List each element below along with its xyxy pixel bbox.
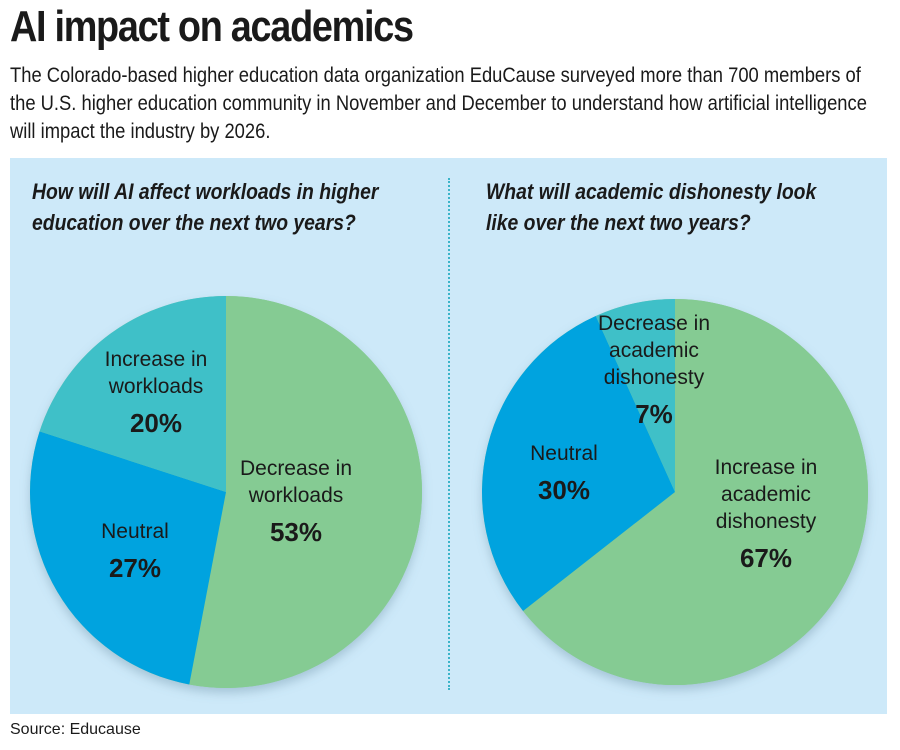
slice-value-increase-in-workloads: 20% bbox=[130, 408, 182, 438]
slice-label-decrease-in-academic-dishonesty: dishonesty bbox=[604, 366, 705, 389]
pie-dishonesty: Increase in academic dishonesty 67% Neutral 3… bbox=[482, 299, 868, 685]
slice-label-neutral: Neutral bbox=[530, 442, 598, 465]
slice-label-decrease-in-workloads: Decrease in bbox=[240, 457, 352, 480]
slice-value-increase-in-academic-dishonesty: 67% bbox=[740, 543, 792, 573]
slice-value-decrease-in-workloads: 53% bbox=[270, 517, 322, 547]
chart-title: AI impact on academics bbox=[10, 2, 414, 51]
slice-label-increase-in-academic-dishonesty: academic bbox=[721, 483, 811, 506]
pie-workloads-title: How will AI affect workloads in higher e… bbox=[32, 179, 379, 235]
pie-slice-neutral bbox=[29, 431, 226, 685]
pie-dishonesty-title: What will academic dishonesty look like … bbox=[486, 179, 817, 235]
chart-subtitle: The Colorado-based higher education data… bbox=[10, 64, 867, 143]
pie-slice-decrease-in-workloads bbox=[189, 296, 423, 688]
slice-label-decrease-in-workloads: workloads bbox=[248, 484, 344, 507]
pie-slice-increase-in-workloads bbox=[39, 296, 226, 492]
slice-label-increase-in-academic-dishonesty: Increase in bbox=[715, 456, 818, 479]
slice-label-decrease-in-academic-dishonesty: academic bbox=[609, 339, 699, 362]
pie-slice-decrease-in-academic-dishonesty bbox=[595, 299, 675, 492]
slice-label-neutral: Neutral bbox=[101, 520, 169, 543]
panel-divider bbox=[448, 178, 450, 690]
slice-label-increase-in-academic-dishonesty: dishonesty bbox=[716, 510, 817, 533]
pie-workloads: Decrease in workloads 53% Neutral 27% Increas… bbox=[29, 296, 423, 688]
slice-value-decrease-in-academic-dishonesty: 7% bbox=[635, 399, 673, 429]
slice-label-decrease-in-academic-dishonesty: Decrease in bbox=[598, 312, 710, 335]
pie-slice-increase-in-academic-dishonesty bbox=[523, 299, 868, 685]
source-note: Source: Educause bbox=[10, 721, 141, 738]
slice-label-increase-in-workloads: workloads bbox=[108, 375, 204, 398]
slice-label-increase-in-workloads: Increase in bbox=[105, 348, 208, 371]
slice-value-neutral: 27% bbox=[109, 553, 161, 583]
slice-value-neutral: 30% bbox=[538, 475, 590, 505]
pie-slice-neutral bbox=[482, 316, 675, 612]
